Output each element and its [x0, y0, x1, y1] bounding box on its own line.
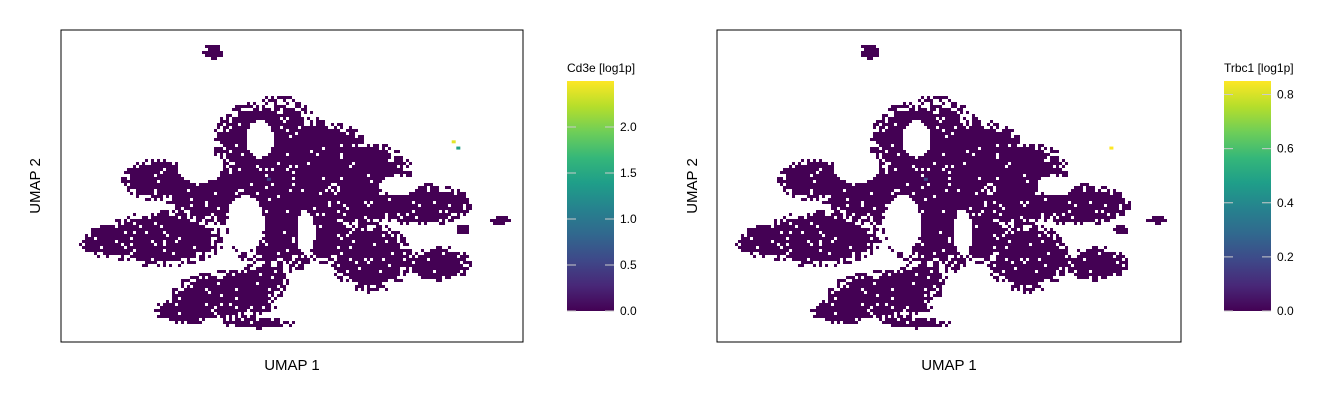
cell-cloud [735, 45, 1167, 330]
highlighted-point [266, 177, 271, 181]
scatter-cells [79, 45, 511, 330]
y-axis-label: UMAP 2 [27, 158, 44, 214]
colorbar-tick-label: 0.8 [1277, 88, 1294, 102]
colorbar-ticks: 0.0 0.2 0.4 0.6 0.8 [1224, 88, 1294, 318]
colorbar-tick-label: 0.2 [1277, 250, 1294, 264]
cell-cloud [79, 45, 511, 330]
highlighted-point [923, 177, 928, 181]
plot-frame [716, 29, 1182, 343]
colorbar-tick-label: 1.5 [620, 166, 637, 180]
colorbar-tick-label: 0.4 [1277, 196, 1294, 210]
scatter-cells [735, 45, 1167, 330]
y-axis-label: UMAP 2 [684, 158, 701, 214]
panel-trbc1: UMAP 1 UMAP 2 Trbc1 [log1p] 0.0 0.2 0.4 0.6… [684, 29, 1294, 374]
highlighted-point [451, 140, 456, 144]
x-axis-label: UMAP 1 [921, 357, 977, 374]
colorbar-tick-label: 1.0 [620, 212, 637, 226]
colorbar-ticks: 0.0 0.5 1.0 1.5 2.0 [567, 120, 637, 318]
colorbar-title: Trbc1 [log1p] [1224, 61, 1294, 75]
highlighted-point [1109, 146, 1114, 150]
highlighted-cells [266, 140, 461, 181]
colorbar-tick-label: 0.6 [1277, 142, 1294, 156]
colorbar-tick-label: 0.0 [620, 304, 637, 318]
plot-frame [60, 29, 524, 343]
colorbar-title: Cd3e [log1p] [567, 61, 635, 75]
colorbar-tick-label: 0.0 [1277, 304, 1294, 318]
panel-cd3e: UMAP 1 UMAP 2 Cd3e [log1p] 0.0 0.5 1.0 1.5 2… [27, 29, 637, 374]
colorbar-tick-label: 2.0 [620, 120, 637, 134]
colorbar-tick-label: 0.5 [620, 258, 637, 272]
highlighted-cells [923, 146, 1114, 181]
colorbar [567, 81, 614, 311]
x-axis-label: UMAP 1 [264, 357, 320, 374]
highlighted-point [456, 146, 461, 150]
colorbar [1224, 81, 1271, 311]
